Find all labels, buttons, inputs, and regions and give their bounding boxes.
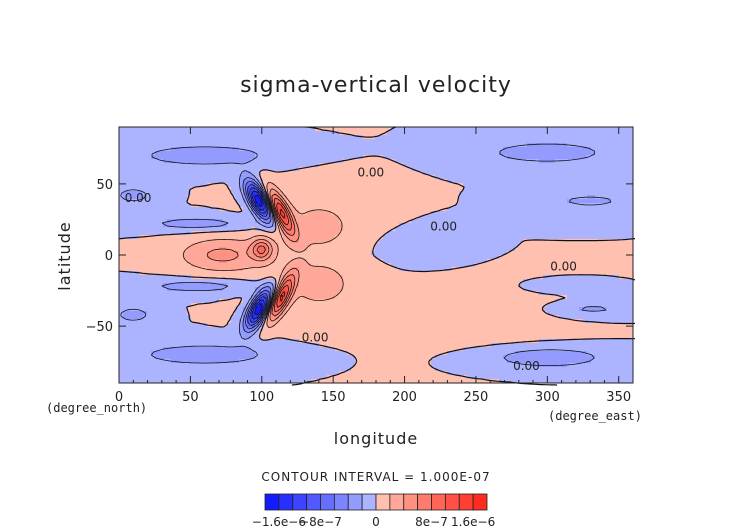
colorbar-swatch [444,493,460,511]
contour-level [120,143,612,366]
x-axis-label: longitude [334,429,418,448]
contour-level [251,190,265,320]
contour-level [256,197,292,313]
contour-level [242,177,272,333]
x-tick-label: 250 [464,390,489,405]
contour-level [249,187,267,323]
x-tick-label: 50 [182,390,199,405]
colorbar-swatch [320,493,335,511]
contour-level [252,193,296,317]
contour-lines [118,126,636,386]
colorbar-swatch [361,493,377,511]
contour-level [247,184,269,326]
x-tick-label: 150 [321,390,346,405]
colorbar-swatch [417,493,432,511]
colorbar-swatch [278,493,294,511]
colorbar-tick-label: −8e−7 [299,515,342,529]
y-tick-label: 50 [96,178,113,193]
contour-label: 0.00 [430,220,457,234]
colorbar-tick-label: 0 [372,515,380,529]
colorbar-swatch [403,493,419,511]
x-tick-label: 0 [115,390,123,405]
y-axis-unit: (degree_north) [46,401,147,415]
contour-label: 0.00 [357,166,384,180]
chart-title: sigma-vertical velocity [240,73,512,98]
colorbar-swatch [458,493,474,511]
contour-level [206,188,300,322]
colorbar-swatch [292,493,308,511]
colorbar-tick-label: −1.6e−6 [252,515,306,529]
contour-level [279,208,286,302]
colorbar-swatch [472,493,488,511]
colorbar-swatch [306,493,321,511]
colorbar-swatch [347,493,363,511]
y-tick-label: −50 [86,320,113,335]
contour-level [254,194,263,316]
x-axis-unit: (degree_east) [548,409,642,423]
x-tick-label: 300 [535,390,560,405]
plot-area: 0 50 100 150 200 250 300 350 −50 0 50 0.00 0.00 0.00 0… [86,126,636,405]
x-tick-label: 100 [249,390,274,405]
contour-level [276,202,289,308]
colorbar-swatch [264,493,280,511]
field-raster [119,127,633,383]
colorbar-tick-label: 8e−7 [415,515,448,529]
colorbar-swatch [333,493,349,511]
y-tick-label: 0 [105,249,113,264]
contour-label: 0.00 [550,259,577,273]
x-tick-label: 200 [392,390,417,405]
colorbar: −1.6e−6−8e−7 0 8e−7 1.6e−6 [252,493,495,529]
contour-interval: CONTOUR INTERVAL = 1.000E-07 [261,470,490,484]
colorbar-swatch [431,493,446,511]
colorbar-tick-label: 1.6e−6 [451,515,495,529]
x-tick-label: 350 [606,390,631,405]
colorbar-swatch [375,493,391,511]
contour-label: 0.00 [125,191,152,205]
colorbar-swatch [389,493,405,511]
contour-label: 0.00 [302,330,329,344]
contour-level [245,181,270,329]
contour-level [182,181,344,329]
y-axis-label: latitude [55,221,74,290]
contour-label: 0.00 [513,359,540,373]
